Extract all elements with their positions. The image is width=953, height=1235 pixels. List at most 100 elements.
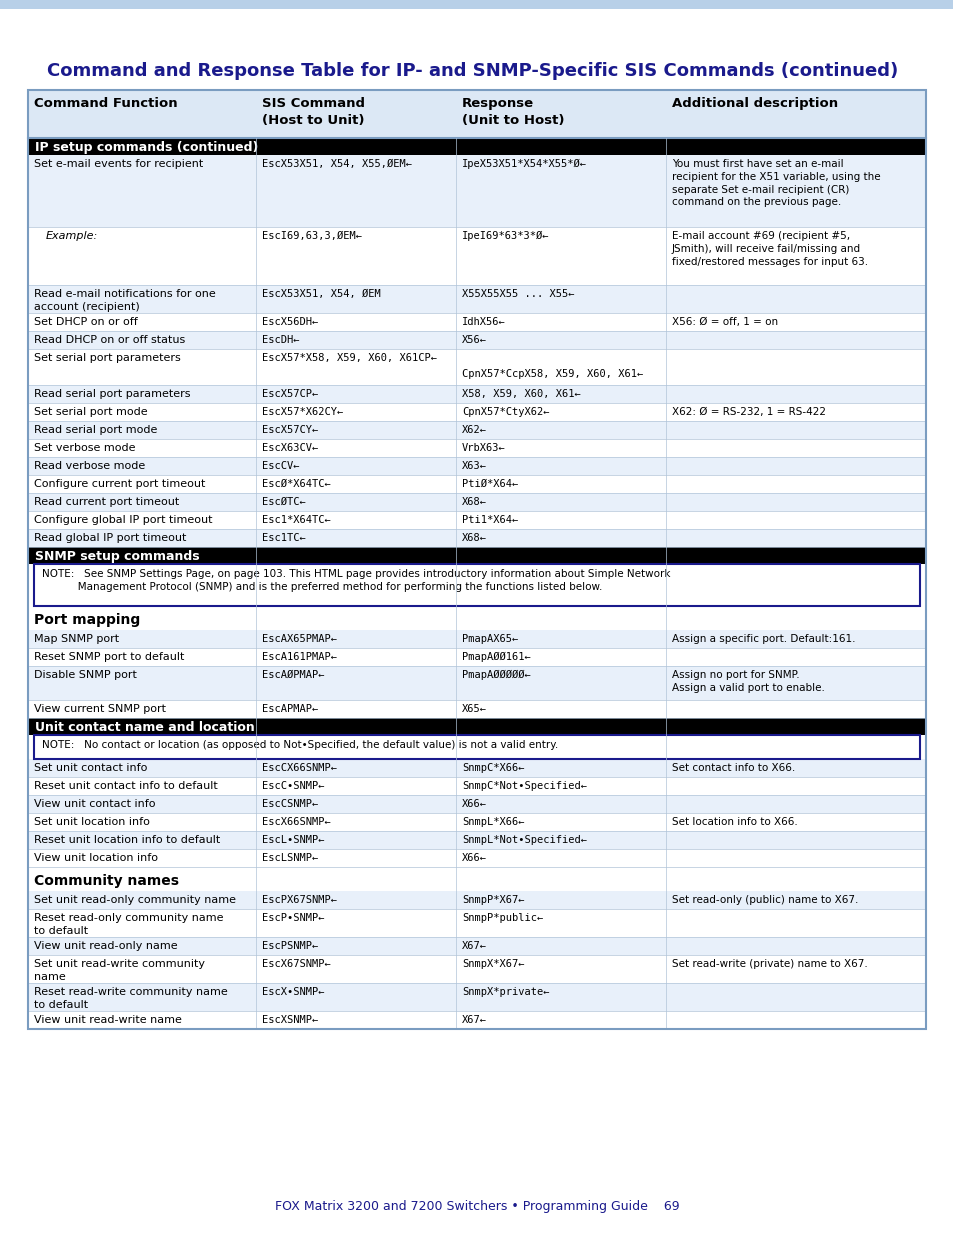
Text: SnmpP*public←: SnmpP*public← xyxy=(461,913,542,923)
Text: Set unit location info: Set unit location info xyxy=(34,818,150,827)
Text: EscCV←: EscCV← xyxy=(262,461,299,471)
Text: IP setup commands (continued): IP setup commands (continued) xyxy=(35,141,258,154)
Bar xyxy=(28,777,925,795)
Text: EscX57CY←: EscX57CY← xyxy=(262,425,318,435)
Bar xyxy=(28,403,925,421)
Text: X68←: X68← xyxy=(461,496,486,508)
Bar xyxy=(28,983,925,1011)
Text: Response
(Unit to Host): Response (Unit to Host) xyxy=(461,98,564,127)
Text: Read e-mail notifications for one
account (recipient): Read e-mail notifications for one accoun… xyxy=(34,289,215,311)
Text: X67←: X67← xyxy=(461,941,486,951)
Text: EscX53X51, X54, X55,ØEM←: EscX53X51, X54, X55,ØEM← xyxy=(262,159,412,169)
Text: Map SNMP port: Map SNMP port xyxy=(34,634,119,643)
Text: IpeX53X51*X54*X55*Ø←: IpeX53X51*X54*X55*Ø← xyxy=(461,159,586,169)
Text: EscXSNMP←: EscXSNMP← xyxy=(262,1015,318,1025)
Text: Configure global IP port timeout: Configure global IP port timeout xyxy=(34,515,213,525)
Text: Set serial port parameters: Set serial port parameters xyxy=(34,353,180,363)
Text: You must first have set an e-mail
recipient for the X51 variable, using the
sepa: You must first have set an e-mail recipi… xyxy=(671,159,880,207)
Bar xyxy=(28,493,925,511)
Text: Set contact info to X66.: Set contact info to X66. xyxy=(671,763,795,773)
Bar xyxy=(28,529,925,547)
Text: EscX57*X62CY←: EscX57*X62CY← xyxy=(262,408,343,417)
Text: X68←: X68← xyxy=(461,534,486,543)
Text: View unit read-write name: View unit read-write name xyxy=(34,1015,182,1025)
Bar xyxy=(28,955,925,983)
Text: EscX63CV←: EscX63CV← xyxy=(262,443,318,453)
Text: EscX57*X58, X59, X60, X61CP←: EscX57*X58, X59, X60, X61CP← xyxy=(262,353,436,363)
Text: Set read-only (public) name to X67.: Set read-only (public) name to X67. xyxy=(671,895,858,905)
Text: EscAX65PMAP←: EscAX65PMAP← xyxy=(262,634,336,643)
Text: PtiØ*X64←: PtiØ*X64← xyxy=(461,479,517,489)
Text: IpeI69*63*3*Ø←: IpeI69*63*3*Ø← xyxy=(461,231,549,241)
Bar xyxy=(28,438,925,457)
Bar xyxy=(28,312,925,331)
Text: View unit contact info: View unit contact info xyxy=(34,799,155,809)
Bar xyxy=(28,331,925,350)
Text: Command and Response Table for IP- and SNMP-Specific SIS Commands (continued): Command and Response Table for IP- and S… xyxy=(47,62,898,80)
Bar xyxy=(28,285,925,312)
Text: SIS Command
(Host to Unit): SIS Command (Host to Unit) xyxy=(262,98,365,127)
Text: Command Function: Command Function xyxy=(34,98,177,110)
Text: SNMP setup commands: SNMP setup commands xyxy=(35,550,199,563)
Text: EscCSNMP←: EscCSNMP← xyxy=(262,799,318,809)
Text: X56: Ø = off, 1 = on: X56: Ø = off, 1 = on xyxy=(671,317,778,327)
Text: SnmpC*X66←: SnmpC*X66← xyxy=(461,763,524,773)
Bar xyxy=(28,385,925,403)
Text: Set DHCP on or off: Set DHCP on or off xyxy=(34,317,137,327)
Text: Read serial port mode: Read serial port mode xyxy=(34,425,157,435)
Text: View unit location info: View unit location info xyxy=(34,853,158,863)
Text: Read serial port parameters: Read serial port parameters xyxy=(34,389,191,399)
Bar xyxy=(28,648,925,666)
Text: EscLSNMP←: EscLSNMP← xyxy=(262,853,318,863)
Text: EscP•SNMP←: EscP•SNMP← xyxy=(262,913,324,923)
Text: X66←: X66← xyxy=(461,799,486,809)
Text: Set unit contact info: Set unit contact info xyxy=(34,763,147,773)
Text: SnmpX*private←: SnmpX*private← xyxy=(461,987,549,997)
Text: Set verbose mode: Set verbose mode xyxy=(34,443,135,453)
Text: X67←: X67← xyxy=(461,1015,486,1025)
Text: EscC•SNMP←: EscC•SNMP← xyxy=(262,781,324,790)
Text: X66←: X66← xyxy=(461,853,486,863)
Text: Set read-write (private) name to X67.: Set read-write (private) name to X67. xyxy=(671,960,867,969)
Text: IdhX56←: IdhX56← xyxy=(461,317,505,327)
Text: EscAØPMAP←: EscAØPMAP← xyxy=(262,671,324,680)
Text: NOTE:   No contact or location (as opposed to Not•Specified, the default value) : NOTE: No contact or location (as opposed… xyxy=(42,740,558,750)
Text: X62←: X62← xyxy=(461,425,486,435)
Text: X55X55X55 ... X55←: X55X55X55 ... X55← xyxy=(461,289,574,299)
Text: EscCX66SNMP←: EscCX66SNMP← xyxy=(262,763,336,773)
Text: Esc1*X64TC←: Esc1*X64TC← xyxy=(262,515,331,525)
Bar xyxy=(28,475,925,493)
Bar xyxy=(28,831,925,848)
Text: Reset read-write community name
to default: Reset read-write community name to defau… xyxy=(34,987,228,1010)
Bar xyxy=(28,90,925,1029)
Text: EscX57CP←: EscX57CP← xyxy=(262,389,318,399)
Bar xyxy=(28,813,925,831)
Bar xyxy=(28,760,925,777)
Text: View unit read-only name: View unit read-only name xyxy=(34,941,177,951)
Bar xyxy=(28,937,925,955)
Text: SnmpP*X67←: SnmpP*X67← xyxy=(461,895,524,905)
Text: Configure current port timeout: Configure current port timeout xyxy=(34,479,205,489)
Bar xyxy=(28,547,925,564)
Text: Reset unit contact info to default: Reset unit contact info to default xyxy=(34,781,217,790)
Bar xyxy=(28,848,925,867)
Text: Pti1*X64←: Pti1*X64← xyxy=(461,515,517,525)
Bar xyxy=(28,90,925,138)
Text: EscPSNMP←: EscPSNMP← xyxy=(262,941,318,951)
Text: Set serial port mode: Set serial port mode xyxy=(34,408,148,417)
Text: EscX•SNMP←: EscX•SNMP← xyxy=(262,987,324,997)
Text: EscL•SNMP←: EscL•SNMP← xyxy=(262,835,324,845)
Text: PmapAØØ161←: PmapAØØ161← xyxy=(461,652,530,662)
Text: EscX56DH←: EscX56DH← xyxy=(262,317,318,327)
Bar xyxy=(28,421,925,438)
Text: Additional description: Additional description xyxy=(671,98,838,110)
Bar xyxy=(28,227,925,285)
Text: PmapAØØØØØ←: PmapAØØØØØ← xyxy=(461,671,530,680)
Text: Esc1TC←: Esc1TC← xyxy=(262,534,305,543)
Bar xyxy=(28,156,925,227)
Text: EscØTC←: EscØTC← xyxy=(262,496,305,508)
Text: EscI69,63,3,ØEM←: EscI69,63,3,ØEM← xyxy=(262,231,361,241)
Text: Example:: Example: xyxy=(46,231,98,241)
Bar xyxy=(28,718,925,735)
Bar xyxy=(28,630,925,648)
